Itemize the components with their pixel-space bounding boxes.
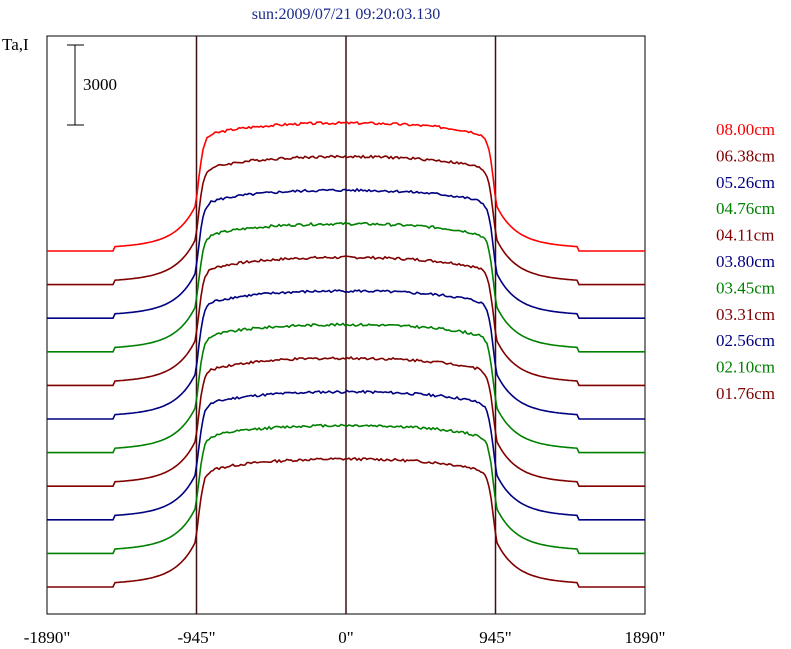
- legend-entry: 04.76cm: [716, 199, 775, 218]
- legend-entry: 05.26cm: [716, 173, 775, 192]
- scale-bar-label: 3000: [83, 75, 117, 94]
- legend-entry: 03.45cm: [716, 278, 775, 297]
- x-tick-label: -1890": [24, 628, 71, 647]
- series-line-08.00cm: [47, 120, 645, 252]
- x-tick-labels: -1890" -945" 0" 945" 1890": [24, 628, 666, 647]
- legend-entry: 06.38cm: [716, 146, 775, 165]
- scale-bar: 3000: [67, 44, 117, 126]
- series-line-04.11cm: [47, 255, 645, 387]
- series-line-03.45cm: [47, 322, 645, 454]
- legend-entry: 03.80cm: [716, 252, 775, 271]
- legend-entry: 02.10cm: [716, 358, 775, 377]
- series-line-04.76cm: [47, 221, 645, 353]
- series-lines: [47, 120, 645, 588]
- chart-title: sun:2009/07/21 09:20:03.130: [252, 6, 440, 23]
- x-tick-label: 945": [479, 628, 511, 647]
- series-line-01.76cm: [47, 456, 645, 588]
- legend-entry: 02.56cm: [716, 331, 775, 350]
- legend: 08.00cm 06.38cm 05.26cm 04.76cm 04.11cm 03.80…: [716, 120, 775, 403]
- series-line-02.56cm: [47, 389, 645, 521]
- x-tick-label: 1890": [625, 628, 666, 647]
- series-line-03.80cm: [47, 289, 645, 420]
- series-line-05.26cm: [47, 187, 645, 319]
- legend-entry: 08.00cm: [716, 120, 775, 139]
- series-line-06.38cm: [47, 154, 645, 286]
- series-line-03.31cm: [47, 356, 645, 487]
- legend-entry: 04.11cm: [716, 226, 774, 245]
- x-tick-label: -945": [177, 628, 215, 647]
- y-axis-label: Ta,I: [2, 35, 29, 54]
- series-line-02.10cm: [47, 423, 645, 555]
- x-tick-label: 0": [338, 628, 353, 647]
- legend-entry: 03.31cm: [716, 305, 775, 324]
- legend-entry: 01.76cm: [716, 384, 775, 403]
